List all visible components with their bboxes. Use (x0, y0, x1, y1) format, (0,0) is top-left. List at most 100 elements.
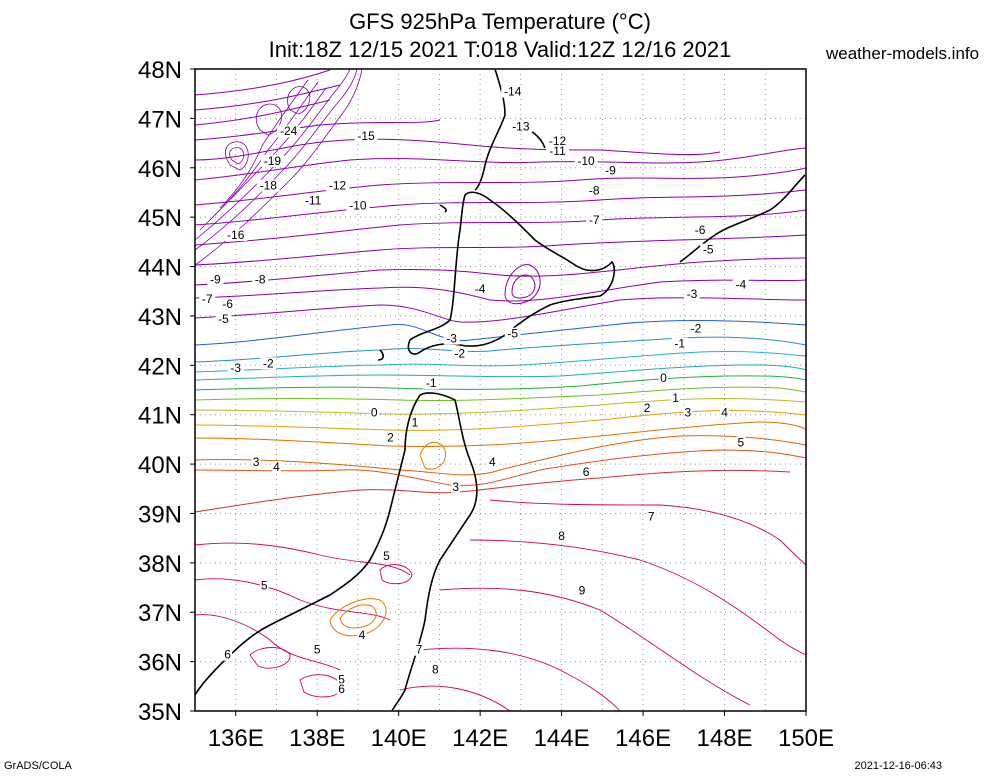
contour-label: 9 (579, 583, 586, 597)
contour-label-bg (451, 480, 461, 493)
contour-field (195, 69, 806, 711)
contour-label: -9 (605, 164, 616, 178)
latitude-tick-label: 47N (138, 106, 182, 133)
contour-label-bg (312, 643, 322, 656)
contour-label-bg (443, 332, 460, 345)
contour-label-bg (671, 391, 681, 404)
contour-label: 6 (338, 682, 345, 696)
contour-label-bg (251, 456, 261, 469)
contour-label: 3 (452, 480, 459, 494)
latitude-tick-label: 40N (138, 452, 182, 479)
contour-label: -7 (589, 213, 600, 227)
contour-label-bg (301, 194, 325, 207)
longitude-tick-label: 146E (615, 725, 671, 752)
latitude-tick-label: 44N (138, 255, 182, 282)
contour-label-bg (430, 663, 440, 676)
contour-label: 8 (432, 662, 439, 676)
latitude-tick-label: 39N (138, 501, 182, 528)
contour-label: -18 (260, 179, 278, 193)
latitude-tick-label: 41N (138, 403, 182, 430)
contour-label: -11 (549, 144, 566, 158)
latitude-tick-label: 36N (138, 650, 182, 677)
contour-label: -24 (280, 124, 298, 138)
contour-label-bg (692, 223, 709, 236)
longitude-tick-label: 142E (452, 725, 508, 752)
grid-lines (194, 68, 807, 712)
contour-label: -12 (329, 179, 347, 193)
contour-label-bg (256, 179, 280, 192)
contour-label: 8 (558, 529, 565, 543)
longitude-tick-label: 148E (697, 725, 753, 752)
contour-label: -9 (210, 272, 221, 286)
contour-label: 4 (273, 460, 280, 474)
contour-label-bg (472, 283, 489, 296)
contour-label: 3 (253, 455, 260, 469)
contour-label-bg (357, 628, 367, 641)
contour-label: 5 (383, 549, 390, 563)
contour-label-bg (586, 214, 603, 227)
timestamp-label: 2021-12-16-06:43 (854, 760, 942, 772)
contour-label-bg (451, 347, 468, 360)
contour-label-bg (646, 510, 656, 523)
contour-label: -14 (504, 85, 522, 99)
contour-label: -6 (222, 297, 233, 311)
latitude-tick-label: 46N (138, 156, 182, 183)
latitude-tick-label: 42N (138, 353, 182, 380)
contour-label: 3 (685, 406, 692, 420)
contour-label: -3 (687, 287, 698, 301)
contour-label-bg (602, 164, 619, 177)
contour-label-bg (277, 125, 301, 138)
contour-label: 7 (648, 509, 655, 523)
contour-label-bg (574, 154, 598, 167)
contour-label-bg (720, 406, 730, 419)
latitude-tick-label: 35N (138, 699, 182, 726)
longitude-tick-label: 144E (534, 725, 590, 752)
contour-label-bg (546, 144, 570, 157)
latitude-tick-label: 43N (138, 304, 182, 331)
contour-label-bg (504, 327, 521, 340)
latitude-tick-label: 38N (138, 551, 182, 578)
contour-label: -16 (227, 228, 245, 242)
contour-label-bg (271, 461, 281, 474)
contour-label-bg (546, 135, 570, 148)
credit-label: GrADS/COLA (4, 760, 72, 772)
contour-label-bg (223, 648, 233, 661)
contour-label-bg (658, 372, 668, 385)
contour-label-bg (577, 584, 587, 597)
contour-label: -2 (454, 346, 465, 360)
contour-label: 2 (644, 401, 651, 415)
contour-label: -11 (305, 193, 322, 207)
contour-label-bg (369, 406, 379, 419)
contour-label: -3 (446, 332, 457, 346)
contour-label: -4 (475, 282, 486, 296)
latitude-tick-label: 48N (138, 57, 182, 84)
latitude-ticks: 35N 36N 37N 38N 39N 40N 41N 42N 43N 44N 45N 46N 47N 4… (138, 57, 195, 726)
contour-label-bg (259, 579, 269, 592)
contour-label: -2 (263, 356, 274, 370)
contour-label: 5 (314, 643, 321, 657)
contour-label: -8 (589, 183, 600, 197)
longitude-tick-label: 150E (778, 725, 834, 752)
contour-label-bg (414, 643, 424, 656)
contour-label: -12 (549, 134, 567, 148)
contour-label-bg (215, 312, 232, 325)
contour-label-bg (199, 293, 216, 306)
contour-label: -5 (507, 327, 518, 341)
contour-label-bg (423, 377, 440, 390)
contour-label-bg (586, 184, 603, 197)
contour-label-bg (501, 85, 525, 98)
contour-label: 6 (583, 465, 590, 479)
contour-label-bg (207, 273, 224, 286)
longitude-tick-label: 138E (289, 725, 345, 752)
contour-label: -15 (357, 129, 375, 143)
contour-label: 0 (371, 406, 378, 420)
contour-label: 0 (660, 371, 667, 385)
contour-label-bg (671, 337, 688, 350)
contour-label: 6 (224, 648, 231, 662)
contour-label: 1 (412, 416, 419, 430)
contour-label-bg (487, 456, 497, 469)
plot-frame (194, 68, 807, 712)
contour-label-bg (683, 288, 700, 301)
